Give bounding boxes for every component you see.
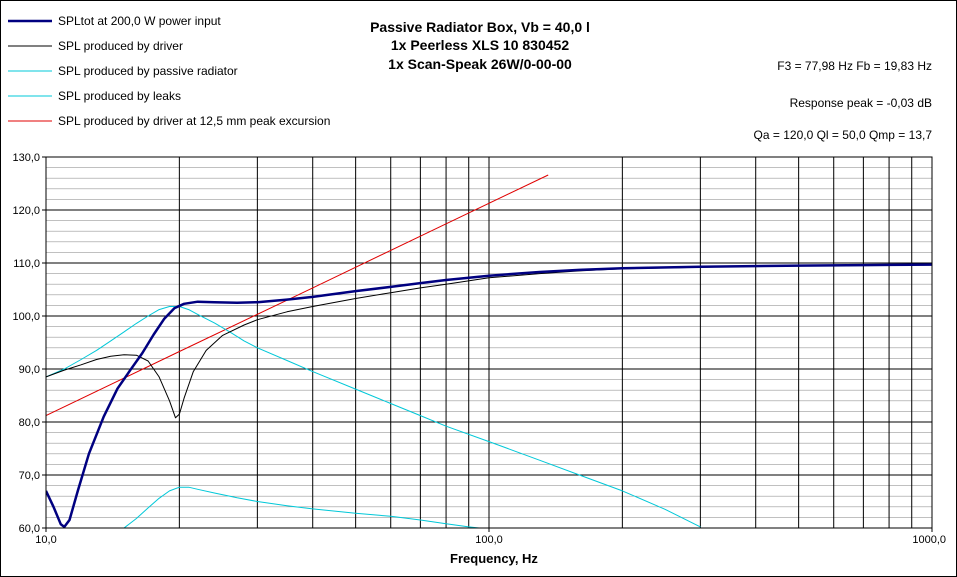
x-axis-label: Frequency, Hz bbox=[450, 551, 538, 566]
y-tick-label: 90,0 bbox=[19, 364, 40, 376]
series-layer bbox=[46, 174, 932, 528]
legend-label-4: SPL produced by leaks bbox=[58, 89, 181, 103]
series-line-1 bbox=[46, 263, 932, 528]
y-tick-label: 110,0 bbox=[13, 258, 40, 270]
grid bbox=[46, 157, 932, 528]
info-panel: F3 = 77,98 Hz Fb = 19,83 Hz Response pea… bbox=[754, 59, 933, 142]
y-tick-label: 100,0 bbox=[12, 311, 40, 323]
legend-label-5: SPL produced by driver at 12,5 mm peak e… bbox=[58, 114, 330, 128]
series-line-2 bbox=[46, 264, 932, 419]
y-tick-label: 60,0 bbox=[19, 523, 40, 535]
y-tick-label: 130,0 bbox=[12, 152, 40, 164]
chart-title: Passive Radiator Box, Vb = 40,0 l 1x Pee… bbox=[370, 19, 590, 72]
y-axis-ticks: 60,0 70,0 80,0 90,0 100,0 110,0 120,0 130,0 bbox=[12, 152, 46, 535]
x-tick-label: 100,0 bbox=[475, 534, 503, 546]
title-line-1: Passive Radiator Box, Vb = 40,0 l bbox=[370, 19, 590, 35]
title-line-2: 1x Peerless XLS 10 830452 bbox=[391, 37, 569, 53]
legend-label-1: SPLtot at 200,0 W power input bbox=[58, 14, 221, 28]
x-tick-label: 10,0 bbox=[35, 534, 56, 546]
series-line-4 bbox=[123, 486, 480, 528]
y-tick-label: 120,0 bbox=[12, 205, 40, 217]
legend-label-3: SPL produced by passive radiator bbox=[58, 64, 238, 78]
info-q-values: Qa = 120,0 Ql = 50,0 Qmp = 13,7 bbox=[754, 128, 933, 142]
x-axis-ticks: 10,0 100,0 1000,0 bbox=[35, 528, 946, 546]
y-tick-label: 80,0 bbox=[19, 417, 40, 429]
legend-label-2: SPL produced by driver bbox=[58, 39, 183, 53]
legend: SPLtot at 200,0 W power input SPL produce… bbox=[8, 14, 330, 128]
info-response-peak: Response peak = -0,03 dB bbox=[790, 96, 932, 110]
series-line-5 bbox=[46, 174, 549, 417]
x-tick-label: 1000,0 bbox=[912, 534, 946, 546]
title-line-3: 1x Scan-Speak 26W/0-00-00 bbox=[388, 56, 572, 72]
info-f3-fb: F3 = 77,98 Hz Fb = 19,83 Hz bbox=[777, 59, 932, 73]
y-tick-label: 70,0 bbox=[19, 470, 40, 482]
